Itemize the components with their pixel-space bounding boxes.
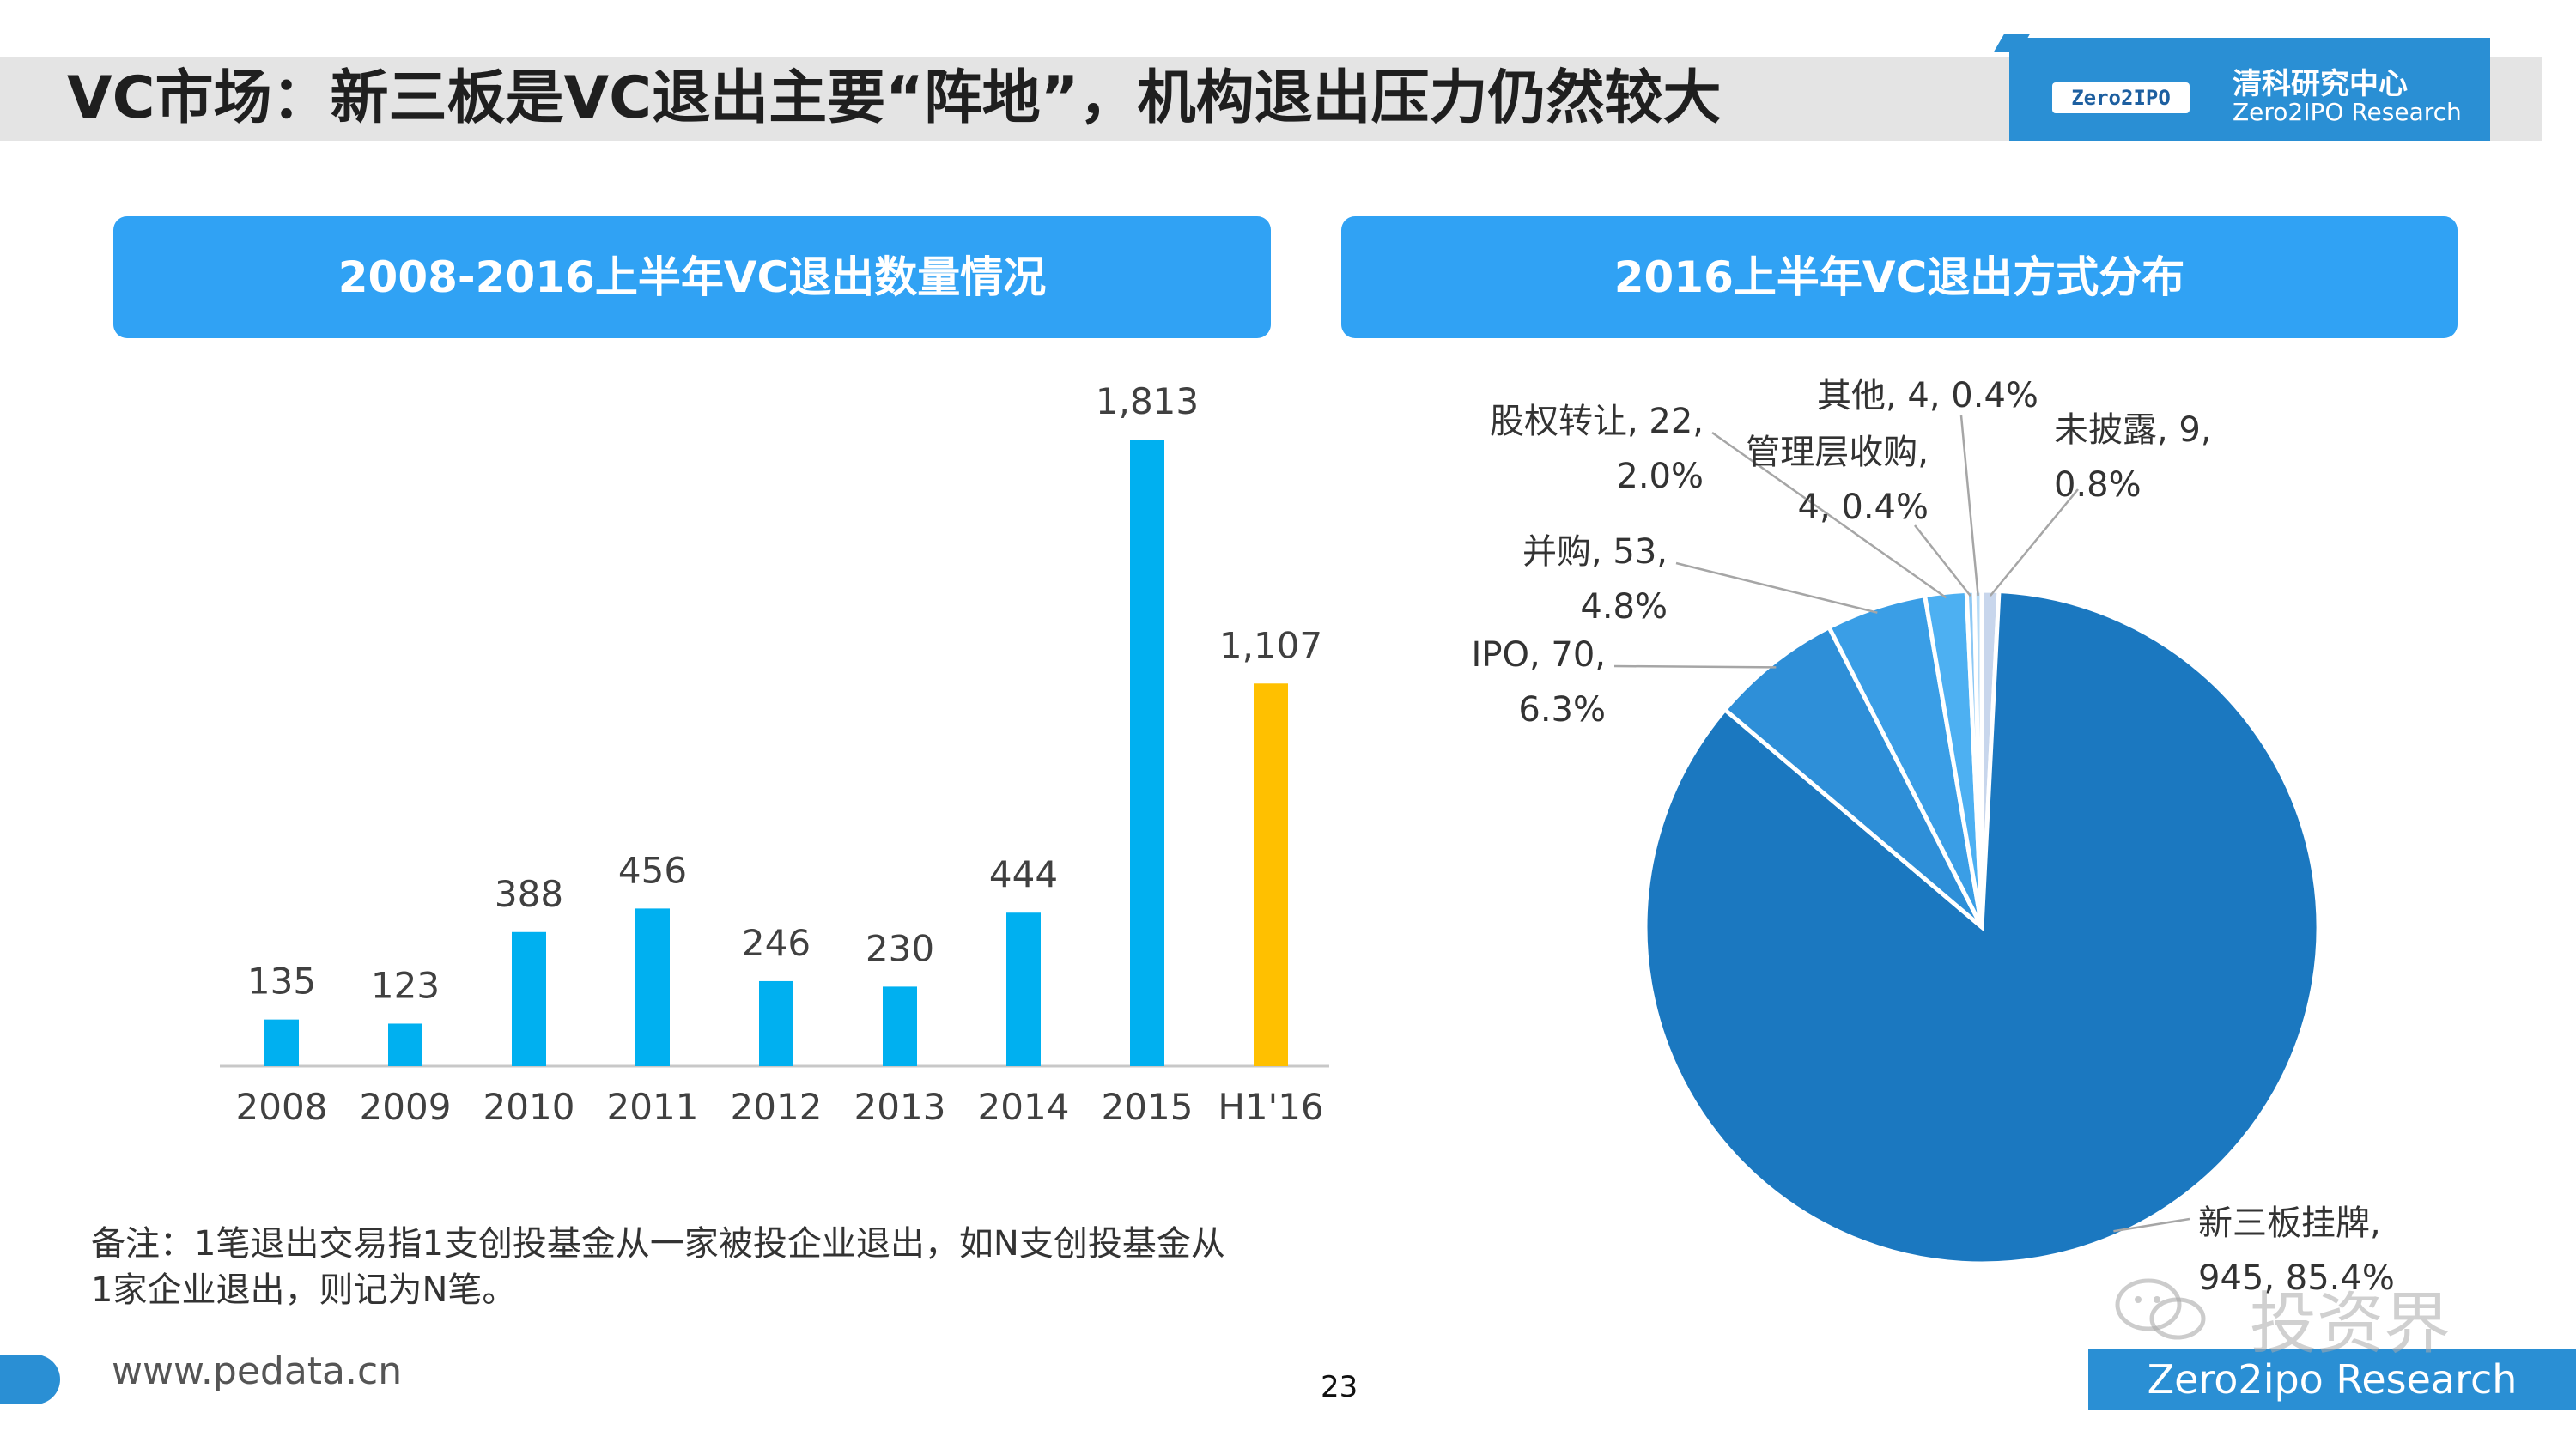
leader-line-未披露 (1989, 488, 2079, 597)
pie-label-并购: 并购, 53, (1522, 532, 1668, 572)
leader-line-IPO (1613, 664, 1777, 669)
bar-value-label: 123 (371, 964, 440, 1006)
pie-label-管理层收购: 4, 0.4% (1798, 488, 1929, 527)
bar-value-label: 388 (495, 873, 563, 915)
x-tick-label: 2008 (236, 1086, 328, 1128)
pie-label-IPO: IPO, 70, (1472, 635, 1606, 675)
bar-2008 (264, 1019, 299, 1066)
pie-label-股权转让: 股权转让, 22, (1490, 402, 1704, 441)
footer-url: www.pedata.cn (112, 1349, 403, 1393)
bar-chart-header: 2008-2016上半年VC退出数量情况 (113, 216, 1271, 338)
pie-label-其他: 其他, 4, 0.4% (1817, 376, 2038, 415)
page-title: VC市场：新三板是VC退出主要“阵地”，机构退出压力仍然较大 (67, 64, 1722, 132)
page-number: 23 (1321, 1370, 1358, 1404)
bar-H1'16 (1254, 683, 1288, 1066)
bar-2015 (1130, 440, 1164, 1066)
bar-value-label: 456 (618, 849, 687, 891)
pie-label-管理层收购: 管理层收购, (1746, 433, 1929, 472)
pie-label-IPO: 6.3% (1518, 690, 1606, 730)
x-tick-label: 2013 (854, 1086, 946, 1128)
x-tick-label: 2010 (483, 1086, 575, 1128)
bar-value-label: 1,107 (1219, 624, 1322, 666)
bar-value-label: 135 (247, 961, 316, 1003)
pie-label-并购: 4.8% (1580, 587, 1668, 627)
bar-value-label: 230 (866, 927, 934, 969)
pie-label-未披露: 未披露, 9, (2054, 410, 2212, 450)
leader-line-新三板挂牌 (2113, 1217, 2190, 1233)
leader-line-并购 (1675, 561, 1878, 614)
logo-badge: Zero2IPO (2052, 82, 2190, 113)
x-tick-label: 2012 (731, 1086, 823, 1128)
x-tick-label: 2014 (978, 1086, 1070, 1128)
bar-value-label: 1,813 (1096, 380, 1199, 422)
bar-2014 (1006, 912, 1041, 1066)
x-tick-label: H1'16 (1218, 1086, 1323, 1128)
footnote-line-2: 1家企业退出，则记为N笔。 (91, 1270, 517, 1310)
bar-2010 (512, 931, 546, 1066)
bar-2009 (388, 1023, 422, 1066)
x-tick-label: 2009 (360, 1086, 452, 1128)
footnote-line-1: 备注：1笔退出交易指1支创投基金从一家被投企业退出，如N支创投基金从 (91, 1224, 1225, 1264)
bar-value-label: 246 (742, 922, 811, 964)
pie-label-股权转让: 2.0% (1616, 457, 1704, 496)
x-tick-label: 2015 (1102, 1086, 1194, 1128)
logo-chinese-name: 清科研究中心 (2233, 67, 2408, 101)
leader-line-管理层收购 (1914, 524, 1971, 597)
x-tick-label: 2011 (607, 1086, 699, 1128)
footer-brand: Zero2ipo Research (2088, 1349, 2576, 1410)
pie-slice-IPO (1722, 624, 1984, 929)
bar-2012 (759, 980, 793, 1066)
pie-label-未披露: 0.8% (2054, 465, 2142, 505)
leader-line-股权转让 (1711, 431, 1947, 599)
pie-chart-header: 2016上半年VC退出方式分布 (1341, 216, 2458, 338)
leader-line-其他 (1959, 415, 1979, 597)
footer-tab (0, 1355, 60, 1404)
logo-english-name: Zero2IPO Research (2233, 98, 2462, 126)
footnote: 备注：1笔退出交易指1支创投基金从一家被投企业退出，如N支创投基金从 1家企业退… (91, 1221, 1225, 1313)
pie-label-新三板挂牌: 新三板挂牌, (2198, 1203, 2381, 1243)
bar-2013 (883, 986, 917, 1066)
bar-value-label: 444 (989, 853, 1058, 895)
watermark-text: 投资界 (2250, 1286, 2451, 1363)
bar-2011 (635, 908, 670, 1066)
wechat-icon (2115, 1278, 2206, 1340)
pie-label-新三板挂牌: 945, 85.4% (2198, 1258, 2395, 1298)
